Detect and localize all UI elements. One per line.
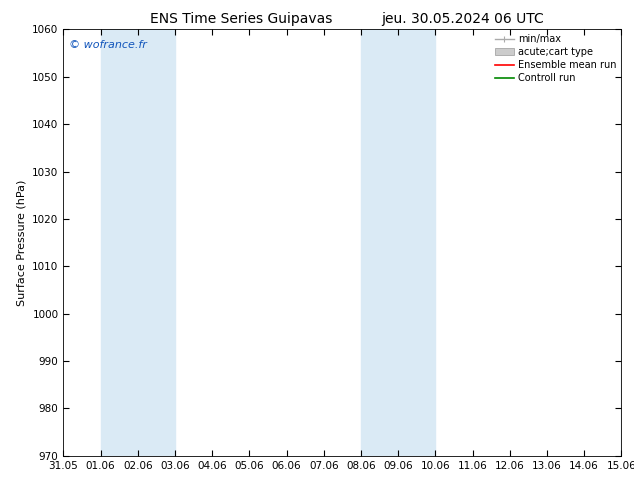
- Text: jeu. 30.05.2024 06 UTC: jeu. 30.05.2024 06 UTC: [382, 12, 544, 26]
- Legend: min/max, acute;cart type, Ensemble mean run, Controll run: min/max, acute;cart type, Ensemble mean …: [493, 32, 618, 85]
- Y-axis label: Surface Pressure (hPa): Surface Pressure (hPa): [16, 179, 27, 306]
- Bar: [361, 29, 436, 456]
- Bar: [621, 29, 634, 456]
- Text: © wofrance.fr: © wofrance.fr: [69, 40, 147, 50]
- Text: ENS Time Series Guipavas: ENS Time Series Guipavas: [150, 12, 332, 26]
- Bar: [101, 29, 175, 456]
